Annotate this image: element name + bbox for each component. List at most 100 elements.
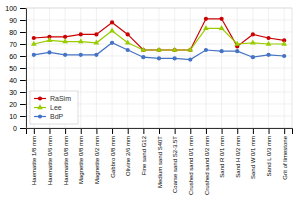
grid-line [96,8,97,128]
series-line [34,19,284,50]
series-marker [187,47,193,52]
x-tick-mark [49,128,50,134]
plot-area: 0102030405060708090100Haematite 1/8 mmHa… [5,5,292,195]
y-tick: 70 [9,41,26,48]
series-marker [235,49,239,53]
x-tick-mark [143,128,144,134]
series-marker [141,47,147,52]
y-tick: 0 [13,125,26,132]
y-tick-label: 40 [9,77,17,84]
x-tick-mark [253,128,254,134]
series-marker [126,32,130,36]
series-marker [250,40,256,45]
series-marker [32,36,36,40]
x-tick-label: Olivine 2/6 mm [125,136,131,176]
grid-line [252,8,253,128]
series-marker [266,41,272,46]
x-tick-label: Grit of limestone [282,135,288,179]
grid-line [268,8,269,128]
series-marker [110,41,114,45]
series-marker [32,53,36,57]
x-tick: Sand L 0/3 mm [266,128,272,176]
x-tick-mark [34,128,35,134]
x-tick-label: Haematite 0/6 mm [47,136,53,185]
x-tick-mark [112,128,113,134]
y-tick: 20 [9,101,26,108]
y-tick-mark [20,56,26,57]
y-tick: 10 [9,113,26,120]
x-tick: Sand W 0/1 mm [250,128,256,179]
series-marker [266,36,270,40]
x-tick: Crushed sand 0/1 mm [188,128,194,195]
x-tick: Magnetite 0/8 mm [78,128,84,184]
legend-marker [38,96,42,100]
x-tick-mark [96,128,97,134]
legend-label: Lee [50,104,62,111]
y-tick: 40 [9,77,26,84]
x-tick: Magnetite 0/2 mm [94,128,100,184]
legend-item: BdP [34,113,64,120]
legend-label: RaSim [50,95,71,102]
series-marker [63,35,67,39]
y-axis: 0102030405060708090100 [5,5,26,132]
legend-box [30,91,78,124]
x-tick: Olivine 2/6 mm [125,128,131,176]
y-tick-mark [20,20,26,21]
series-marker [266,53,270,57]
chart: 0102030405060708090100Haematite 1/8 mmHa… [0,0,300,200]
series-marker [125,40,131,45]
marks [31,17,287,62]
x-tick: Sand R 0/1 mm [219,128,225,178]
grid-line [284,8,285,128]
series-marker [172,47,178,52]
series-marker [204,48,208,52]
y-tick: 100 [5,5,26,12]
y-tick: 50 [9,65,26,72]
x-tick-mark [65,128,66,134]
x-tick-mark [284,128,285,134]
series-marker [78,38,84,43]
series-marker [47,37,53,42]
y-tick-label: 70 [9,41,17,48]
grid-line [143,8,144,128]
x-tick: Grit of limestone [282,128,288,180]
series-marker [31,41,37,46]
y-tick: 90 [9,17,26,24]
x-tick-label: Sand H 0/2 mm [235,136,241,178]
x-tick: Fine sand G12 [141,128,147,175]
y-tick-label: 90 [9,17,17,24]
x-axis-line [27,129,293,135]
x-tick-label: Haematite 1/8 mm [31,136,37,185]
y-tick-mark [20,32,26,33]
x-tick-label: Crushed sand 0/1 mm [188,136,194,195]
x-tick-mark [237,128,238,134]
x-tick-mark [269,128,270,134]
y-tick-label: 60 [9,53,17,60]
y-tick-label: 10 [9,113,17,120]
series-marker [94,40,100,45]
grid-line [159,8,160,128]
x-tick-label: Fine sand G12 [141,135,147,175]
x-tick-label: Sand R 0/1 mm [219,136,225,178]
y-tick-mark [20,128,26,129]
series-marker [203,25,209,30]
grid-line [112,8,113,128]
series-marker [188,57,192,61]
x-tick-mark [159,128,160,134]
series-marker [109,28,115,33]
grid-line [127,8,128,128]
grid [26,8,292,128]
x-tick-label: Haematite 0/8 mm [63,136,69,185]
x-tick: Haematite 0/8 mm [63,128,69,185]
series-marker [79,32,83,36]
y-tick-label: 30 [9,89,17,96]
x-tick-mark [175,128,176,134]
x-tick-label: Sand L 0/3 mm [266,136,272,176]
y-tick-label: 0 [13,125,17,132]
series-marker [94,53,98,57]
x-tick: Haematite 1/8 mm [31,128,37,185]
y-tick-mark [20,92,26,93]
series-marker [156,47,162,52]
series-marker [62,38,68,43]
series-marker [94,32,98,36]
